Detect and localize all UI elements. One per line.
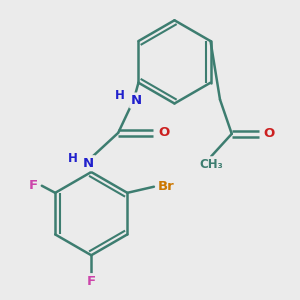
Text: F: F bbox=[87, 275, 96, 288]
Text: O: O bbox=[263, 127, 274, 140]
Text: F: F bbox=[29, 179, 38, 192]
Text: H: H bbox=[68, 152, 78, 165]
Text: O: O bbox=[159, 126, 170, 140]
Text: CH₃: CH₃ bbox=[199, 158, 223, 171]
Text: H: H bbox=[115, 89, 125, 102]
Text: N: N bbox=[83, 157, 94, 170]
Text: N: N bbox=[131, 94, 142, 107]
Text: Br: Br bbox=[158, 180, 175, 193]
